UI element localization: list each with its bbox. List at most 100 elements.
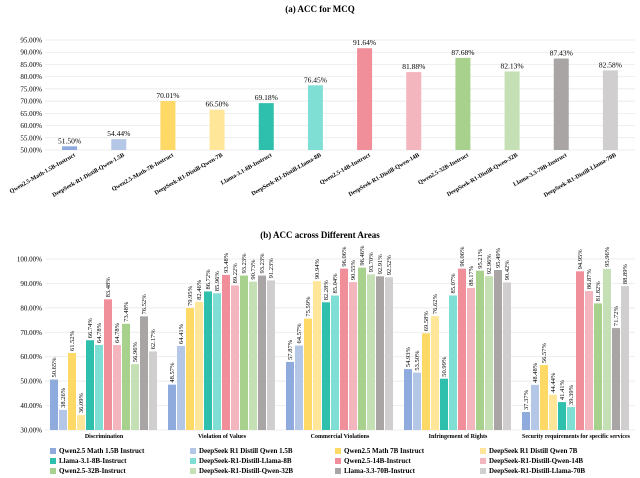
bar <box>140 316 148 430</box>
bar <box>59 409 67 430</box>
data-label: 66.50% <box>206 100 229 109</box>
bar <box>485 276 493 430</box>
bar <box>340 268 348 430</box>
legend-item: DeepSeek R1 Distill Qwen 7B <box>480 447 578 455</box>
bar <box>385 277 393 430</box>
legend-item: DeepSeek-R1-Distill-Llama-70B <box>480 467 585 475</box>
legend-swatch <box>335 468 341 474</box>
legend-swatch <box>480 468 486 474</box>
bar <box>95 345 103 430</box>
bar <box>367 274 375 430</box>
data-label: 96.46% <box>359 245 366 266</box>
data-label: 85.04% <box>332 273 339 294</box>
data-label: 62.17% <box>150 329 157 350</box>
y-tick-label: 70.00% <box>20 329 42 337</box>
bar <box>540 365 548 430</box>
bar <box>209 109 225 150</box>
data-label: 71.72% <box>613 305 620 326</box>
legend-item: Qwen2.5-32B-Instruct <box>50 467 126 475</box>
bar <box>131 364 139 430</box>
legend-item: DeepSeek-R1-Distill-Qwen-14B <box>480 457 583 465</box>
legend-item: Qwen2.5 Math 7B Instruct <box>335 447 425 455</box>
bar <box>404 369 412 430</box>
data-label: 96.06% <box>341 246 348 267</box>
data-label: 93.23% <box>259 253 266 274</box>
legend-label: Llama-3.3-70B-Instruct <box>344 467 416 475</box>
bar <box>431 316 439 430</box>
legend-swatch <box>50 468 56 474</box>
data-label: 90.94% <box>314 259 321 280</box>
legend-item: Qwen2.5 Math 1.5B Instruct <box>50 447 145 455</box>
x-tick-label: Commercial Violations <box>311 434 370 440</box>
x-tick-label: Llama-3.1-8B-Instruct <box>220 153 273 187</box>
bar <box>558 402 566 430</box>
data-label: 85.96% <box>214 271 221 292</box>
bar <box>77 415 85 430</box>
y-tick-label: 90.00% <box>20 280 42 288</box>
data-label: 48.57% <box>169 362 176 383</box>
data-label: 56.96% <box>132 342 139 363</box>
data-label: 37.37% <box>523 389 530 410</box>
bar <box>440 378 448 430</box>
data-label: 75.59% <box>305 296 312 317</box>
bar <box>149 351 157 430</box>
legend-swatch <box>190 448 196 454</box>
y-tick-label: 75.00% <box>20 85 42 93</box>
bar <box>406 72 422 150</box>
bar <box>122 323 130 430</box>
legend-label: Qwen2.5 Math 7B Instruct <box>344 447 425 455</box>
bar <box>160 101 176 150</box>
bar <box>576 271 584 430</box>
legend-label: DeepSeek-R1-Distill-Llama-70B <box>489 467 585 475</box>
x-tick-label: Qwen2.5-14B-Instruct <box>319 153 372 187</box>
x-tick-label: Infringement of Rights <box>429 434 488 440</box>
data-label: 89.22% <box>232 263 239 284</box>
bar <box>307 85 323 150</box>
bar <box>494 270 502 430</box>
bar <box>358 267 366 430</box>
data-label: 76.62% <box>432 293 439 314</box>
data-label: 54.44% <box>107 129 130 138</box>
data-label: 87.68% <box>451 48 474 57</box>
legend-swatch <box>335 458 341 464</box>
y-tick-label: 100.00% <box>17 256 42 264</box>
bar <box>603 268 611 430</box>
y-tick-label: 85.00% <box>20 61 42 69</box>
bar <box>195 301 203 430</box>
x-tick-label: Qwen2.5-32B-Instruct <box>417 153 470 187</box>
data-label: 73.48% <box>123 301 130 322</box>
bar <box>213 293 221 430</box>
data-label: 93.48% <box>223 252 230 273</box>
bar <box>467 287 475 430</box>
legend-swatch <box>480 448 486 454</box>
bar <box>522 411 530 430</box>
bar <box>50 379 58 430</box>
bar <box>186 307 194 430</box>
x-tick-label: Discrimination <box>85 434 124 440</box>
data-label: 79.95% <box>187 285 194 306</box>
y-tick-label: 65.00% <box>20 110 42 118</box>
bar <box>313 281 321 430</box>
y-tick-label: 80.00% <box>20 304 42 312</box>
data-label: 91.23% <box>268 258 275 279</box>
data-label: 87.43% <box>550 49 573 58</box>
bar <box>286 361 294 430</box>
data-label: 94.95% <box>577 249 584 270</box>
legend-item: DeepSeek R1 Distill Qwen 1.5B <box>190 447 293 455</box>
bar <box>357 48 373 150</box>
data-label: 64.78% <box>114 322 121 343</box>
bar <box>567 407 575 430</box>
data-label: 86.72% <box>205 269 212 290</box>
bar <box>594 303 602 430</box>
bar <box>331 295 339 430</box>
bar <box>322 302 330 430</box>
bar <box>549 394 557 430</box>
legend-swatch <box>335 448 341 454</box>
legend-swatch <box>50 448 56 454</box>
data-label: 66.74% <box>87 318 94 339</box>
data-label: 50.65% <box>51 357 58 378</box>
data-label: 48.48% <box>532 362 539 383</box>
legend-label: Qwen2.5-14B-Instruct <box>344 457 411 465</box>
chart-b-title: (b) ACC across Different Areas <box>260 230 380 240</box>
